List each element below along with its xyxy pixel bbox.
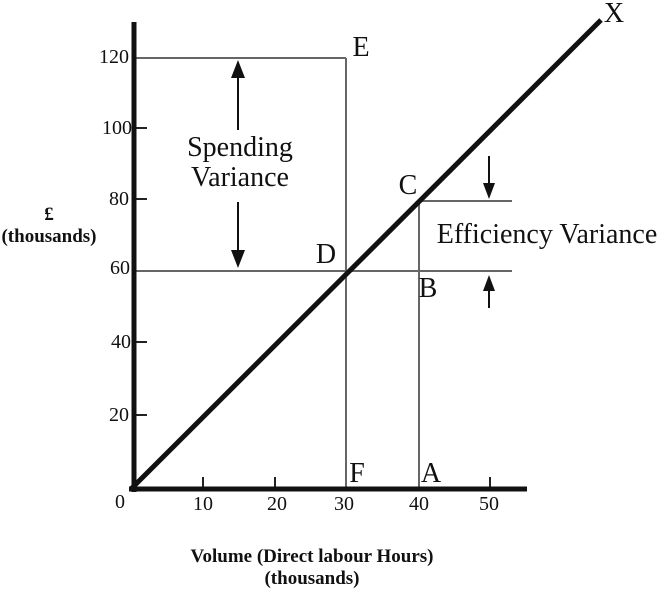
efficiency-variance-arrows: [483, 156, 495, 308]
y-tick-label-100: 100: [102, 117, 132, 139]
point-label-b: B: [418, 273, 438, 304]
x-tick-label-50: 50: [479, 493, 499, 515]
point-label-c: C: [398, 170, 418, 201]
y-axis-title-line1: £: [44, 204, 54, 225]
point-label-e: E: [352, 32, 370, 63]
x-tick-label-20: 20: [267, 493, 287, 515]
y-axis-title: £ (thousands): [1, 204, 96, 248]
spending-variance-arrows: [231, 60, 245, 268]
spending-variance-label: Spending Variance: [187, 133, 293, 193]
x-axis-title-line1: Volume (Direct labour Hours): [190, 546, 434, 567]
x-axis-title-line2: (thousands): [264, 568, 360, 589]
tick-marks: [136, 127, 491, 487]
budget-line: [129, 18, 603, 491]
x-axis-title: Volume (Direct labour Hours) (thousands): [191, 546, 434, 590]
point-label-f: F: [349, 458, 365, 489]
point-label-d: D: [315, 239, 337, 270]
axes: [129, 22, 527, 492]
spending-variance-line1: Spending: [187, 132, 293, 163]
efficiency-variance-label: Efficiency Variance: [436, 219, 658, 250]
y-tick-label-60: 60: [110, 257, 130, 279]
x-tick-label-30: 30: [334, 493, 354, 515]
spending-variance-line2: Variance: [191, 162, 289, 193]
y-tick-label-20: 20: [109, 404, 129, 426]
efficiency-arrow-down-head: [483, 183, 495, 199]
y-tick-label-40: 40: [111, 331, 131, 353]
point-label-a: A: [420, 458, 442, 489]
efficiency-arrow-up-head: [483, 275, 495, 291]
origin-label: 0: [115, 491, 125, 513]
x-tick-label-10: 10: [193, 493, 213, 515]
y-axis-title-line2: (thousands): [1, 226, 97, 247]
y-tick-label-80: 80: [109, 188, 129, 210]
spending-arrow-up-head: [231, 60, 245, 78]
line-end-label-x: X: [603, 0, 625, 29]
spending-arrow-down-head: [231, 250, 245, 268]
x-tick-label-40: 40: [409, 493, 429, 515]
y-tick-label-120: 120: [99, 46, 129, 68]
reference-lines: [134, 57, 512, 489]
